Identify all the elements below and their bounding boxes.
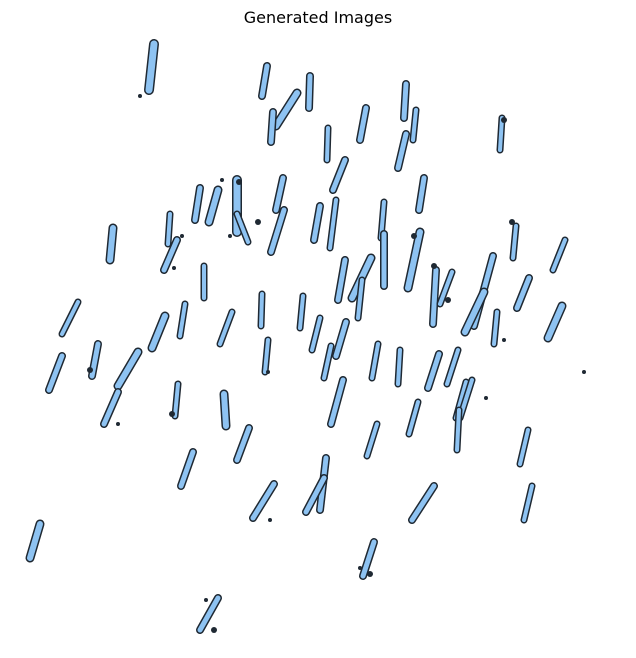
stroke-shape: [206, 187, 221, 225]
stroke-shape: [328, 198, 338, 250]
speck: [501, 117, 507, 123]
stroke-shape: [310, 316, 322, 352]
figure-title: Generated Images: [243, 8, 393, 27]
stroke-shape: [492, 310, 499, 346]
speck: [367, 571, 373, 577]
stroke-shape: [60, 300, 80, 336]
stroke-shape: [218, 310, 234, 346]
stroke-shape: [360, 539, 377, 579]
stroke-shape: [395, 131, 409, 171]
stroke-shape: [409, 483, 437, 523]
stroke-shape: [328, 377, 346, 427]
speck: [180, 234, 184, 238]
stroke-shape: [89, 341, 101, 379]
stroke-shape: [46, 353, 65, 393]
speck: [220, 178, 224, 182]
stroke-shape: [416, 175, 427, 213]
stroke-shape: [518, 428, 530, 466]
stroke-shape: [330, 157, 348, 193]
stroke-shape: [365, 422, 379, 458]
stroke-shape: [166, 212, 172, 246]
stroke-shape: [268, 109, 276, 145]
stroke-shape: [411, 108, 418, 142]
stroke-shape: [161, 237, 180, 273]
speck: [211, 627, 217, 633]
speck: [411, 233, 417, 239]
stroke-shape: [273, 90, 300, 129]
speck: [236, 179, 242, 185]
stroke-shape: [522, 484, 534, 522]
speck: [228, 234, 232, 238]
stroke-shape: [178, 449, 196, 489]
stroke-shape: [178, 302, 187, 338]
stroke-shape: [511, 224, 518, 260]
speck: [582, 370, 586, 374]
stroke-shape: [498, 116, 504, 152]
strokes-group: [25, 39, 569, 634]
speck: [116, 422, 120, 426]
stroke-shape: [514, 275, 532, 311]
stroke-shape: [273, 175, 286, 213]
stroke-shape: [545, 303, 565, 341]
stroke-shape: [221, 391, 229, 429]
stroke-shape: [250, 481, 277, 521]
stroke-shape: [259, 63, 270, 99]
stroke-shape: [335, 257, 348, 303]
stroke-shape: [396, 348, 402, 386]
stroke-shape: [405, 229, 423, 291]
stroke-shape: [197, 595, 221, 633]
stroke-shape: [322, 344, 333, 380]
stroke-shape: [115, 349, 141, 389]
stroke-shape: [356, 278, 364, 320]
stroke-shape: [101, 389, 121, 427]
stroke-shape: [430, 267, 439, 327]
stroke-shape: [145, 40, 158, 94]
stroke-shape: [462, 289, 487, 335]
stroke-shape: [27, 521, 43, 561]
stroke-shape: [551, 238, 567, 272]
stroke-shape: [425, 351, 442, 391]
speck: [172, 266, 176, 270]
stroke-shape: [173, 382, 180, 418]
speck: [268, 518, 272, 522]
speck: [358, 566, 362, 570]
stroke-shape: [149, 313, 168, 351]
specks-group: [87, 94, 586, 633]
stroke-shape: [311, 203, 323, 243]
stroke-shape: [192, 185, 203, 223]
stroke-shape: [370, 342, 380, 380]
stroke-shape: [268, 207, 287, 255]
stroke-shape: [445, 348, 460, 386]
speck: [484, 396, 488, 400]
stroke-shape: [298, 294, 305, 330]
speck: [266, 370, 270, 374]
speck: [204, 598, 208, 602]
stroke-shape: [333, 319, 349, 359]
stroke-shape: [401, 81, 409, 121]
stroke-shape: [455, 408, 461, 452]
stroke-shape: [303, 475, 327, 515]
stroke-shape: [438, 270, 454, 306]
speck: [87, 367, 93, 373]
speck: [138, 94, 142, 98]
stroke-shape: [407, 400, 420, 436]
speck: [445, 297, 451, 303]
stroke-shape: [325, 126, 330, 162]
stroke-shape: [234, 425, 252, 463]
stroke-shape: [357, 105, 369, 143]
speck: [169, 411, 175, 417]
stroke-shape: [306, 73, 313, 111]
stroke-shape: [235, 212, 250, 244]
speck: [509, 219, 515, 225]
stroke-shape: [263, 338, 270, 374]
stroke-shape: [259, 292, 264, 328]
speck: [502, 338, 506, 342]
speck: [255, 219, 261, 225]
stroke-shape: [107, 225, 116, 263]
speck: [431, 263, 437, 269]
